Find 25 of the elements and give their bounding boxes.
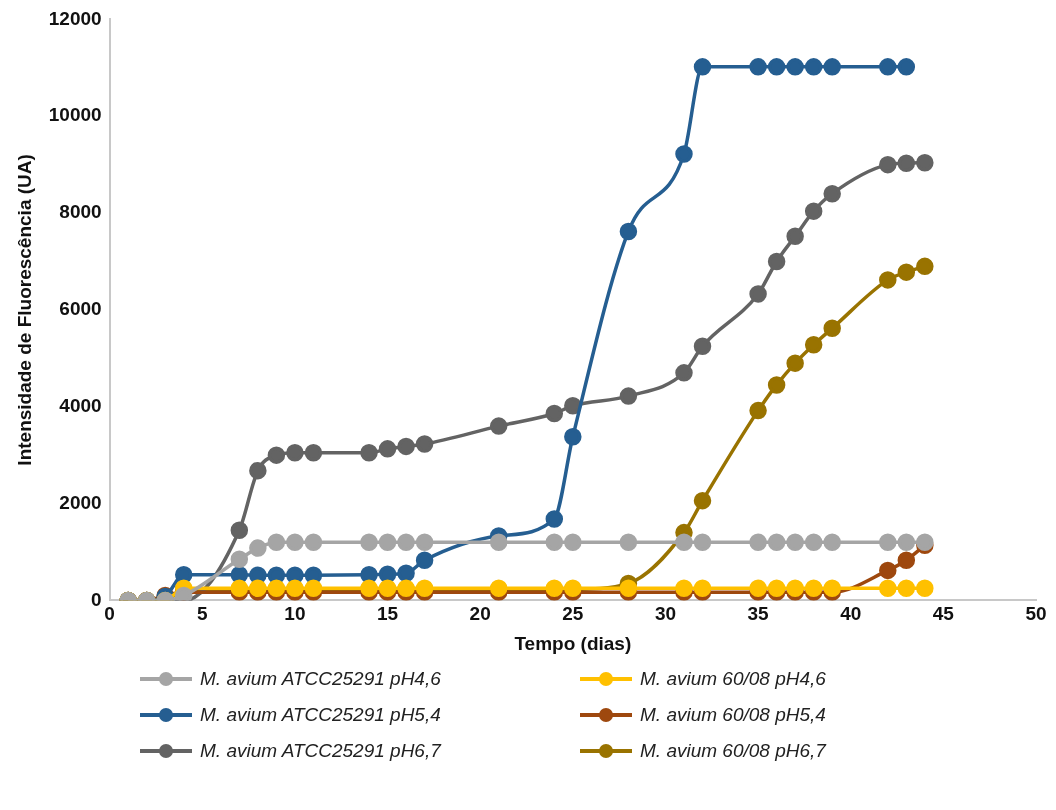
x-tick-label: 25	[562, 603, 584, 625]
legend-label: M. avium 60/08 pH5,4	[640, 704, 826, 726]
x-tick-label: 10	[284, 603, 306, 625]
legend-label: M. avium ATCC25291 pH6,7	[200, 740, 441, 762]
x-tick-label: 5	[196, 603, 208, 625]
legend-label: M. avium 60/08 pH4,6	[640, 668, 826, 690]
y-tick-label: 8000	[59, 201, 102, 223]
y-tick-label: 2000	[59, 491, 102, 513]
y-tick-label: 10000	[48, 104, 102, 126]
y-tick-label: 12000	[48, 7, 102, 29]
legend-label: M. avium 60/08 pH6,7	[640, 740, 826, 762]
legend-label: M. avium ATCC25291 pH4,6	[200, 668, 441, 690]
y-axis-title: Intensidade de Fluorescência (UA)	[13, 154, 35, 466]
x-tick-label: 50	[1025, 603, 1047, 625]
x-tick-label: 15	[376, 603, 399, 625]
y-tick-label: 0	[91, 588, 102, 610]
legend-label: M. avium ATCC25291 pH5,4	[200, 704, 441, 726]
y-tick-label: 4000	[59, 394, 102, 416]
x-tick-label: 35	[747, 603, 770, 625]
x-tick-label: 40	[840, 603, 862, 625]
x-tick-label: 45	[932, 603, 955, 625]
x-axis-title: Tempo (dias)	[514, 632, 632, 654]
y-tick-label: 6000	[59, 298, 102, 320]
x-tick-label: 20	[469, 603, 491, 625]
x-tick-label: 30	[654, 603, 677, 625]
